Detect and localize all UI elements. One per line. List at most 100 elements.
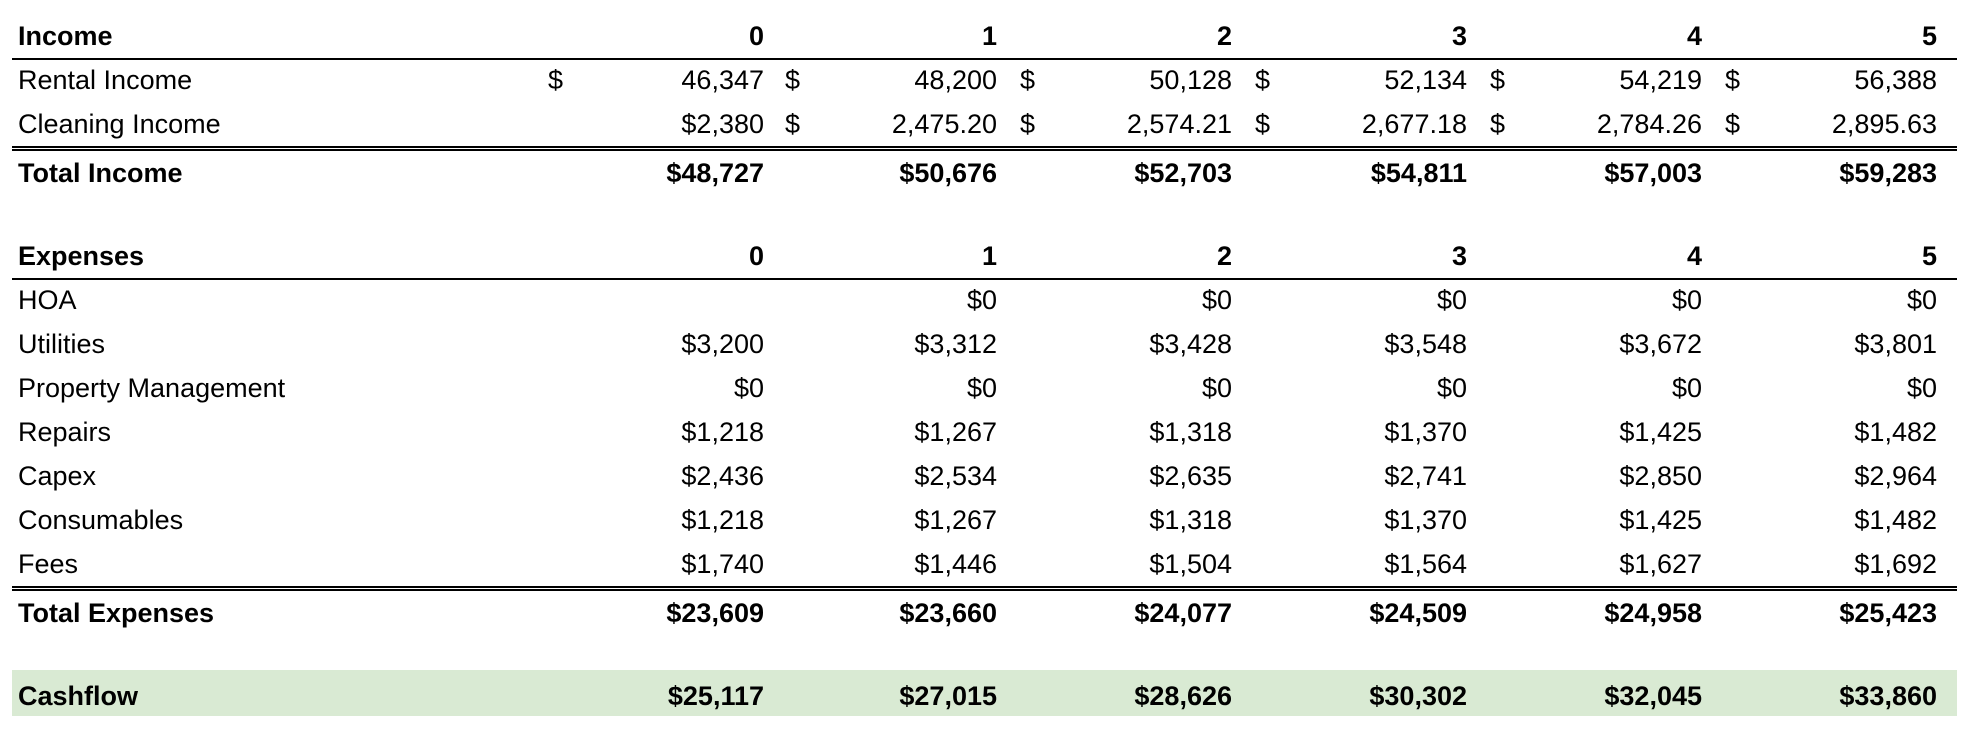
expense-value: $2,635 bbox=[1149, 461, 1232, 491]
row-label: Cleaning Income bbox=[18, 109, 221, 139]
expense-value: $3,200 bbox=[681, 329, 764, 359]
total-income-value: $50,676 bbox=[899, 158, 997, 188]
expenses-header-row: Expenses 0 1 2 3 4 5 bbox=[12, 234, 1957, 280]
total-income-label: Total Income bbox=[18, 158, 183, 188]
income-value: 2,574.21 bbox=[1126, 109, 1232, 139]
expense-row: Utilities $3,200 $3,312 $3,428 $3,548 $3,672 $… bbox=[12, 322, 1957, 366]
expense-value: $1,504 bbox=[1149, 549, 1232, 579]
total-expenses-row: Total Expenses $23,609 $23,660 $24,077 $24,5… bbox=[12, 586, 1957, 635]
income-value: 2,895.63 bbox=[1831, 109, 1937, 139]
cashflow-highlight-band bbox=[12, 670, 1957, 716]
total-expenses-value: $24,958 bbox=[1604, 598, 1702, 628]
expense-value: $3,801 bbox=[1854, 329, 1937, 359]
row-label: Fees bbox=[18, 549, 79, 579]
income-value: 46,347 bbox=[681, 65, 764, 95]
income-row: Rental Income $46,347 $48,200 $50,128 $52,13… bbox=[12, 58, 1957, 102]
expenses-year-header: 4 bbox=[1686, 241, 1702, 271]
total-expenses-value: $25,423 bbox=[1839, 598, 1937, 628]
cashflow-value: $25,117 bbox=[667, 681, 764, 711]
income-year-header: 0 bbox=[748, 21, 764, 51]
income-value: 50,128 bbox=[1149, 65, 1232, 95]
income-year-header: 3 bbox=[1451, 21, 1467, 51]
currency-symbol: $ bbox=[1725, 109, 1741, 139]
income-value: 2,784.26 bbox=[1596, 109, 1702, 139]
cashflow-value: $28,626 bbox=[1134, 681, 1232, 711]
cashflow-row: Cashflow $25,117 $27,015 $28,626 $30,302 $32,… bbox=[12, 674, 1957, 718]
row-label: Utilities bbox=[18, 329, 106, 359]
expense-value: $1,482 bbox=[1854, 417, 1937, 447]
expenses-year-header: 0 bbox=[748, 241, 764, 271]
expense-value: $2,436 bbox=[681, 461, 764, 491]
expense-value: $1,564 bbox=[1384, 549, 1467, 579]
expense-value: $0 bbox=[1906, 373, 1937, 403]
expense-row: Fees $1,740 $1,446 $1,504 $1,564 $1,627 $1,692 bbox=[12, 542, 1957, 586]
cashflow-value: $32,045 bbox=[1604, 681, 1702, 711]
income-value: 48,200 bbox=[914, 65, 997, 95]
currency-symbol: $ bbox=[785, 65, 801, 95]
row-label: Repairs bbox=[18, 417, 112, 447]
expense-value: $2,850 bbox=[1619, 461, 1702, 491]
total-expenses-value: $24,077 bbox=[1134, 598, 1232, 628]
expense-value: $0 bbox=[1436, 285, 1467, 315]
expense-value: $1,740 bbox=[681, 549, 764, 579]
expenses-year-header: 1 bbox=[981, 241, 997, 271]
income-section-title: Income bbox=[18, 21, 113, 51]
expense-value: $3,672 bbox=[1619, 329, 1702, 359]
currency-symbol: $ bbox=[1490, 65, 1506, 95]
expense-value: $1,370 bbox=[1384, 505, 1467, 535]
income-value: 2,475.20 bbox=[891, 109, 997, 139]
income-row: Cleaning Income $2,380 $2,475.20 $2,574.21 $… bbox=[12, 102, 1957, 146]
total-income-value: $57,003 bbox=[1604, 158, 1702, 188]
expense-value: $0 bbox=[1906, 285, 1937, 315]
cashflow-value: $27,015 bbox=[899, 681, 997, 711]
currency-symbol: $ bbox=[785, 109, 801, 139]
expense-value: $1,218 bbox=[681, 417, 764, 447]
cashflow-value: $30,302 bbox=[1369, 681, 1467, 711]
row-label: Consumables bbox=[18, 505, 184, 535]
expense-row: Capex $2,436 $2,534 $2,635 $2,741 $2,850 $2,96… bbox=[12, 454, 1957, 498]
expense-value: $3,428 bbox=[1149, 329, 1232, 359]
currency-symbol: $ bbox=[1725, 65, 1741, 95]
row-label: Property Management bbox=[18, 373, 286, 403]
expense-value: $1,267 bbox=[914, 505, 997, 535]
income-year-header: 2 bbox=[1216, 21, 1232, 51]
expense-value: $0 bbox=[1201, 285, 1232, 315]
total-expenses-value: $23,609 bbox=[666, 598, 764, 628]
expense-row: Consumables $1,218 $1,267 $1,318 $1,370 $1,42… bbox=[12, 498, 1957, 542]
total-expenses-label: Total Expenses bbox=[18, 598, 215, 628]
expense-row: Property Management $0 $0 $0 $0 $0 $0 bbox=[12, 366, 1957, 410]
expense-value: $1,318 bbox=[1149, 505, 1232, 535]
expense-value: $0 bbox=[1671, 285, 1702, 315]
expense-value: $1,425 bbox=[1619, 505, 1702, 535]
expense-value: $2,741 bbox=[1384, 461, 1467, 491]
expense-value: $0 bbox=[966, 373, 997, 403]
expense-value: $0 bbox=[1201, 373, 1232, 403]
expense-value: $3,548 bbox=[1384, 329, 1467, 359]
expense-value: $1,627 bbox=[1619, 549, 1702, 579]
expenses-year-header: 3 bbox=[1451, 241, 1467, 271]
currency-symbol: $ bbox=[1255, 65, 1271, 95]
expense-value: $1,267 bbox=[914, 417, 997, 447]
row-label: Rental Income bbox=[18, 65, 193, 95]
currency-symbol: $ bbox=[1020, 109, 1036, 139]
income-year-header: 5 bbox=[1921, 21, 1937, 51]
expense-value bbox=[430, 278, 764, 322]
currency-symbol: $ bbox=[1020, 65, 1036, 95]
total-income-value: $52,703 bbox=[1134, 158, 1232, 188]
income-value: 54,219 bbox=[1619, 65, 1702, 95]
row-label: Capex bbox=[18, 461, 97, 491]
currency-symbol: $ bbox=[548, 65, 564, 95]
expense-value: $1,218 bbox=[681, 505, 764, 535]
income-value: 52,134 bbox=[1384, 65, 1467, 95]
total-income-value: $48,727 bbox=[666, 158, 764, 188]
expense-value: $1,370 bbox=[1384, 417, 1467, 447]
expense-value: $1,446 bbox=[914, 549, 997, 579]
expense-value: $1,692 bbox=[1854, 549, 1937, 579]
expense-value: $2,534 bbox=[914, 461, 997, 491]
expense-value: $3,312 bbox=[914, 329, 997, 359]
expense-value: $0 bbox=[1671, 373, 1702, 403]
total-income-value: $59,283 bbox=[1839, 158, 1937, 188]
income-year-header: 1 bbox=[981, 21, 997, 51]
expense-value: $0 bbox=[733, 373, 764, 403]
